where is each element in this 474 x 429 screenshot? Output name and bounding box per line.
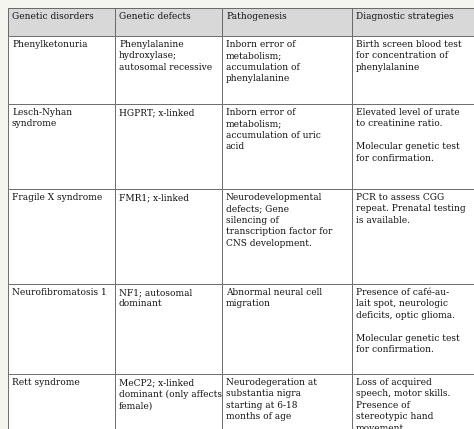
Bar — [8, 104, 115, 189]
Bar — [222, 36, 352, 104]
Bar — [222, 104, 352, 189]
Text: Rett syndrome: Rett syndrome — [12, 378, 80, 387]
Bar — [222, 8, 352, 36]
Bar — [8, 36, 115, 104]
Bar — [352, 8, 474, 36]
Text: Elevated level of urate
to creatinine ratio.

Molecular genetic test
for confirm: Elevated level of urate to creatinine ra… — [356, 108, 460, 163]
Bar — [115, 189, 222, 284]
Text: Birth screen blood test
for concentration of
phenylalanine: Birth screen blood test for concentratio… — [356, 40, 462, 72]
Bar — [352, 36, 474, 104]
Text: PCR to assess CGG
repeat. Prenatal testing
is available.: PCR to assess CGG repeat. Prenatal testi… — [356, 193, 465, 225]
Text: NF1; autosomal
dominant: NF1; autosomal dominant — [119, 288, 192, 308]
Bar — [352, 189, 474, 284]
Bar — [115, 8, 222, 36]
Text: Genetic defects: Genetic defects — [119, 12, 191, 21]
Bar — [222, 374, 352, 429]
Bar — [8, 104, 115, 189]
Text: FMR1; x-linked: FMR1; x-linked — [119, 193, 189, 202]
Bar — [115, 374, 222, 429]
Text: Phenylketonuria: Phenylketonuria — [12, 40, 88, 49]
Bar — [352, 104, 474, 189]
Bar — [352, 104, 474, 189]
Bar — [115, 284, 222, 374]
Bar — [222, 374, 352, 429]
Bar — [222, 284, 352, 374]
Bar — [8, 36, 115, 104]
Text: Pathogenesis: Pathogenesis — [226, 12, 287, 21]
Text: Inborn error of
metabolism;
accumulation of
phenylalanine: Inborn error of metabolism; accumulation… — [226, 40, 300, 83]
Bar — [115, 36, 222, 104]
Bar — [115, 104, 222, 189]
Bar — [352, 374, 474, 429]
Bar — [8, 374, 115, 429]
Bar — [222, 189, 352, 284]
Bar — [222, 189, 352, 284]
Bar — [352, 8, 474, 36]
Bar — [222, 104, 352, 189]
Bar — [352, 284, 474, 374]
Bar — [8, 8, 115, 36]
Text: Lesch-Nyhan
syndrome: Lesch-Nyhan syndrome — [12, 108, 72, 128]
Text: Phenylalanine
hydroxylase;
autosomal recessive: Phenylalanine hydroxylase; autosomal rec… — [119, 40, 212, 72]
Bar — [352, 36, 474, 104]
Text: Neurodevelopmental
defects; Gene
silencing of
transcription factor for
CNS devel: Neurodevelopmental defects; Gene silenci… — [226, 193, 332, 248]
Bar — [352, 374, 474, 429]
Text: Presence of café-au-
lait spot, neurologic
deficits, optic glioma.

Molecular ge: Presence of café-au- lait spot, neurolog… — [356, 288, 460, 354]
Text: Abnormal neural cell
migration: Abnormal neural cell migration — [226, 288, 322, 308]
Bar — [115, 8, 222, 36]
Text: Diagnostic strategies: Diagnostic strategies — [356, 12, 454, 21]
Bar — [352, 189, 474, 284]
Bar — [115, 284, 222, 374]
Text: Fragile X syndrome: Fragile X syndrome — [12, 193, 102, 202]
Bar — [8, 189, 115, 284]
Bar — [8, 8, 115, 36]
Bar — [115, 374, 222, 429]
Bar — [8, 284, 115, 374]
Bar — [115, 36, 222, 104]
Text: Neurodegeration at
substantia nigra
starting at 6-18
months of age: Neurodegeration at substantia nigra star… — [226, 378, 317, 421]
Bar — [8, 284, 115, 374]
Bar — [115, 104, 222, 189]
Text: HGPRT; x-linked: HGPRT; x-linked — [119, 108, 194, 117]
Bar — [8, 374, 115, 429]
Text: Loss of acquired
speech, motor skills.
Presence of
stereotypic hand
movement.

D: Loss of acquired speech, motor skills. P… — [356, 378, 450, 429]
Bar — [8, 189, 115, 284]
Bar — [352, 284, 474, 374]
Text: Genetic disorders: Genetic disorders — [12, 12, 94, 21]
Text: Neurofibromatosis 1: Neurofibromatosis 1 — [12, 288, 107, 297]
Text: MeCP2; x-linked
dominant (only affects
female): MeCP2; x-linked dominant (only affects f… — [119, 378, 222, 410]
Bar — [222, 8, 352, 36]
Bar — [115, 189, 222, 284]
Bar — [222, 36, 352, 104]
Bar — [222, 284, 352, 374]
Text: Inborn error of
metabolism;
accumulation of uric
acid: Inborn error of metabolism; accumulation… — [226, 108, 321, 151]
